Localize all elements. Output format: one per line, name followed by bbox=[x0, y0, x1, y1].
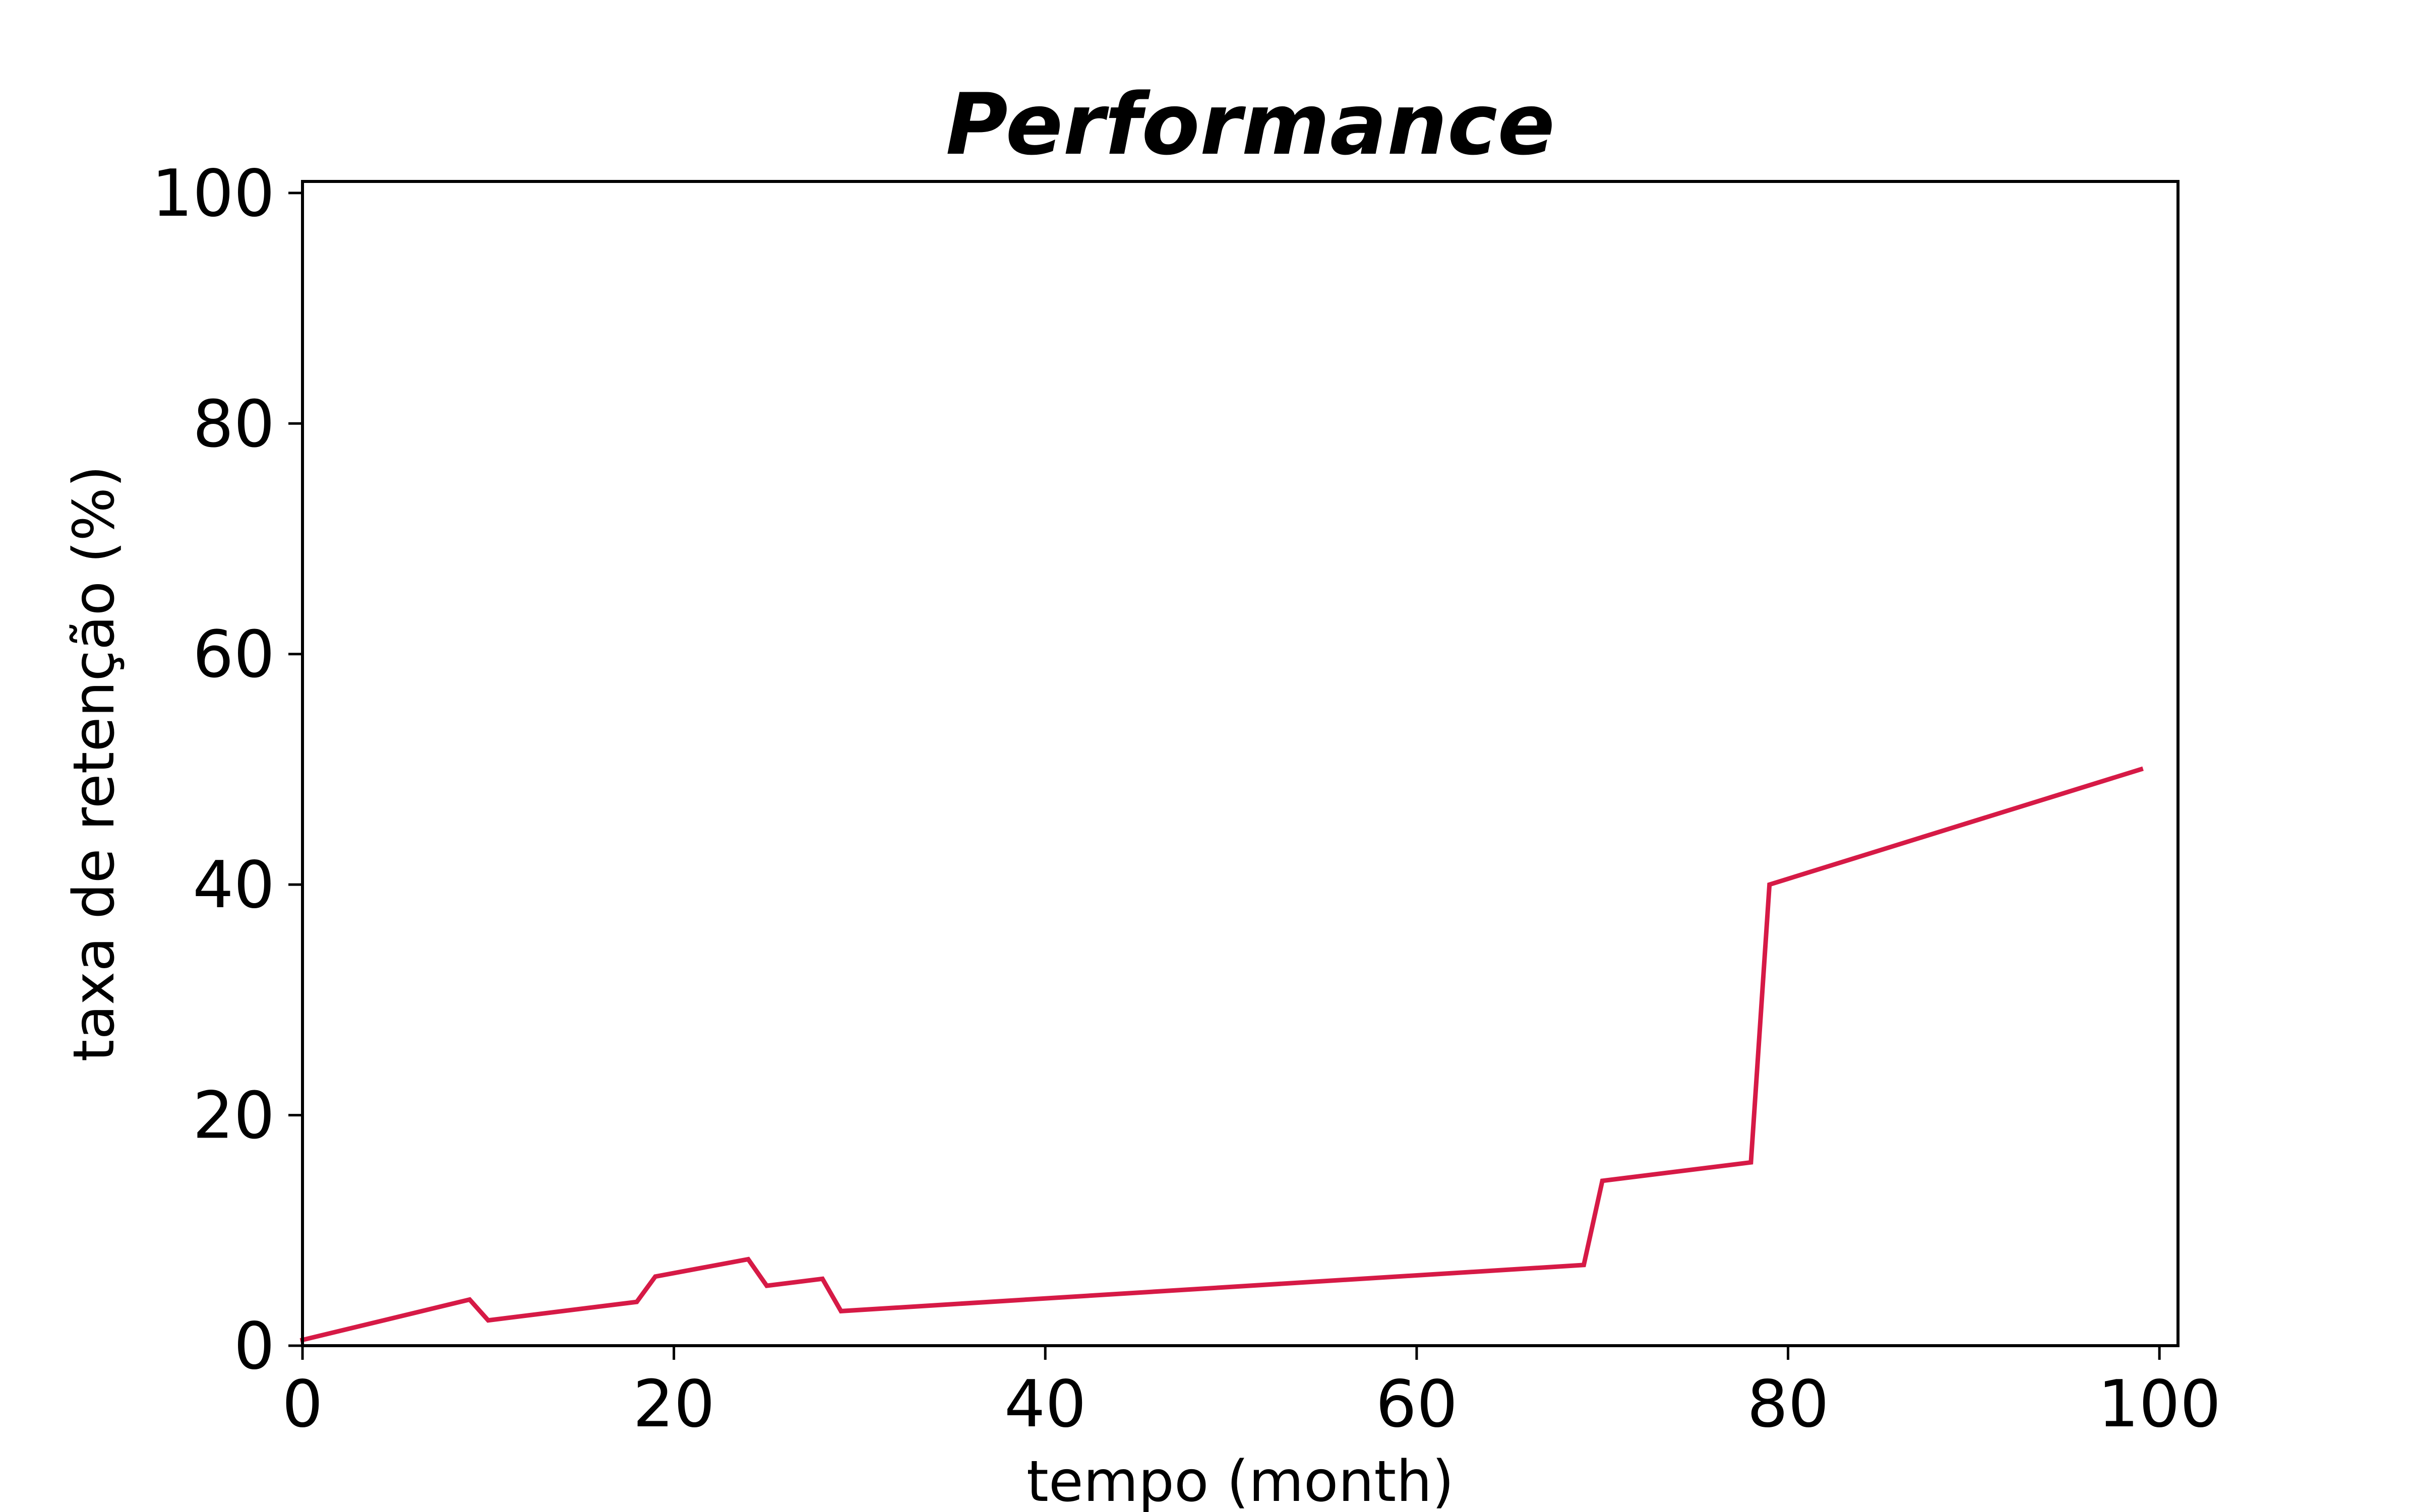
series-line bbox=[299, 766, 2144, 1343]
x-tick-label: 0 bbox=[282, 1367, 323, 1442]
x-tick-label: 80 bbox=[1747, 1367, 1829, 1442]
x-tick-label: 20 bbox=[633, 1367, 715, 1442]
y-tick-label: 0 bbox=[234, 1309, 275, 1384]
x-axis: 0 20 40 60 80 100 bbox=[282, 1346, 2221, 1442]
y-axis: 0 20 40 60 80 100 bbox=[152, 156, 302, 1384]
y-tick-label: 80 bbox=[193, 387, 275, 462]
y-tick-label: 20 bbox=[193, 1079, 275, 1154]
y-tick-label: 40 bbox=[193, 848, 275, 923]
chart-title: Performance bbox=[946, 75, 1555, 174]
x-axis-label: tempo (month) bbox=[1026, 1449, 1454, 1512]
x-tick-label: 100 bbox=[2098, 1367, 2221, 1442]
plot-area bbox=[299, 766, 2144, 1343]
x-tick-label: 40 bbox=[1004, 1367, 1086, 1442]
y-tick-label: 60 bbox=[193, 617, 275, 692]
plot-frame bbox=[301, 180, 2180, 1347]
x-tick-label: 60 bbox=[1375, 1367, 1458, 1442]
y-axis-label: taxa de retenção (%) bbox=[62, 465, 127, 1061]
y-tick-label: 100 bbox=[152, 156, 275, 231]
